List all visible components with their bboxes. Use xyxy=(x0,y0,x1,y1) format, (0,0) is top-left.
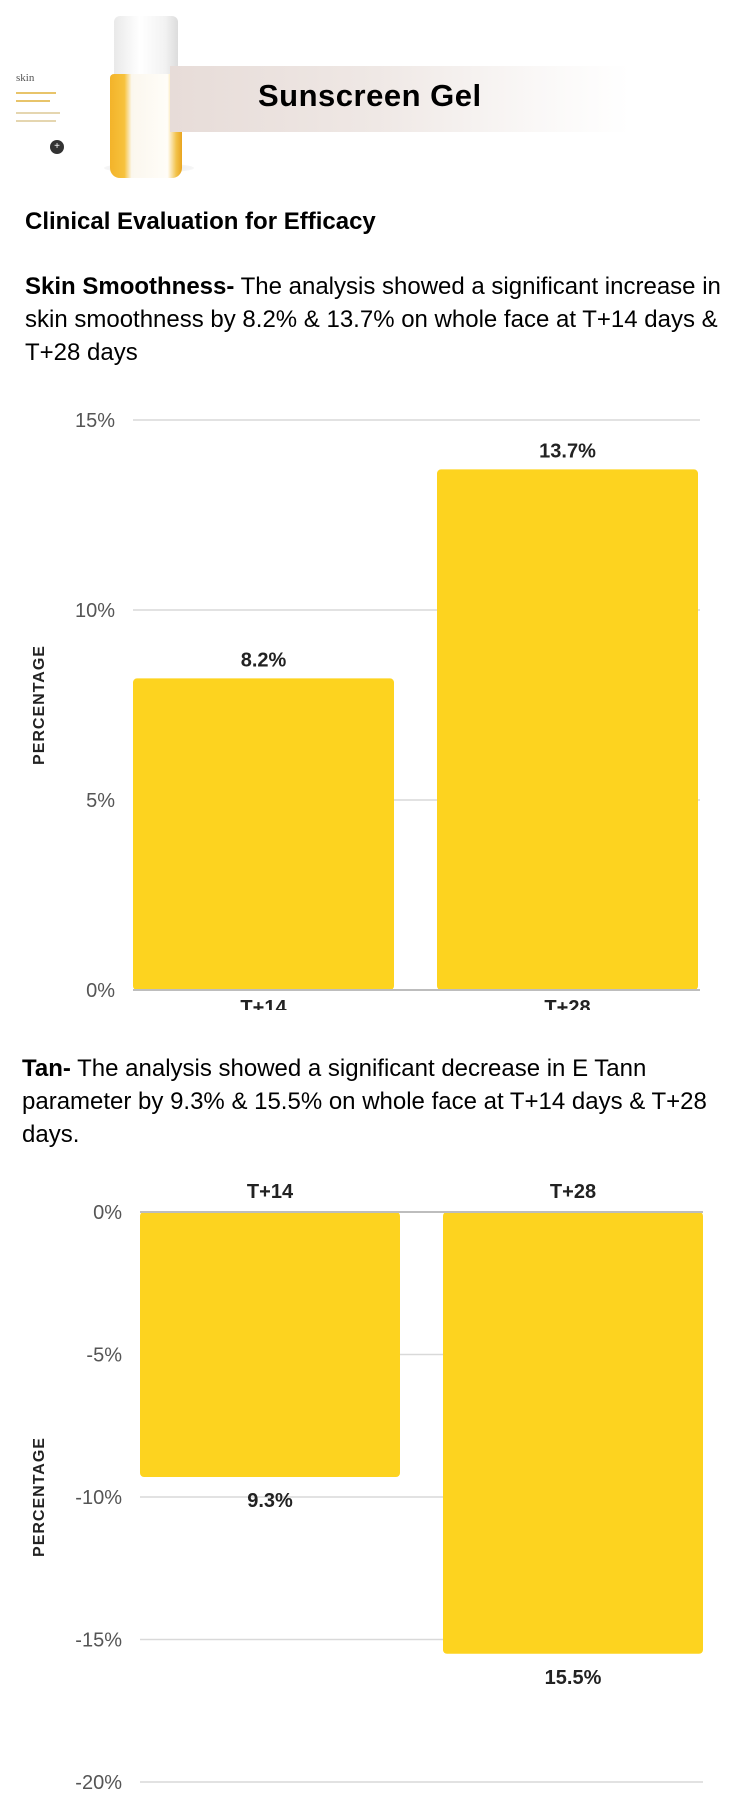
y-tick-label: -10% xyxy=(75,1487,122,1509)
smoothness-chart-svg: 15% 10% 5% 0% PERCENTAGE 8.2% T+14 13.7% T+28 xyxy=(31,410,700,1019)
title-banner xyxy=(170,66,630,132)
page-title: Sunscreen Gel xyxy=(258,78,482,113)
product-badge-icon: + xyxy=(50,140,64,154)
smoothness-chart: 15% 10% 5% 0% PERCENTAGE 8.2% T+14 13.7% T+28 xyxy=(0,390,750,1019)
bar-data-label: 9.3% xyxy=(247,1490,293,1512)
x-tick-label: T+28 xyxy=(550,1181,596,1203)
bar-data-label: 15.5% xyxy=(545,1667,602,1689)
product-label-line xyxy=(16,92,56,94)
product-cap xyxy=(114,16,178,78)
bar xyxy=(133,678,394,990)
y-tick-label: 0% xyxy=(93,1202,122,1224)
y-tick-label: -5% xyxy=(86,1345,122,1367)
y-tick-label: 5% xyxy=(86,790,115,812)
y-axis-label: PERCENTAGE xyxy=(31,645,48,765)
y-tick-label: 10% xyxy=(75,600,115,622)
tan-text: The analysis showed a significant decrea… xyxy=(22,1055,707,1148)
product-label-line xyxy=(16,120,56,122)
x-tick-label: T+28 xyxy=(544,997,590,1010)
bar xyxy=(443,1212,703,1654)
tan-paragraph: Tan- The analysis showed a significant d… xyxy=(22,1052,722,1151)
tan-chart-svg: 0% -5% -10% -15% -20% PERCENTAGE 9.3% T+14 15.5%… xyxy=(31,1181,703,1794)
tan-lead: Tan- xyxy=(22,1055,71,1082)
bar xyxy=(437,469,698,990)
product-brand-text: skin xyxy=(16,72,35,84)
y-tick-label: 0% xyxy=(86,980,115,1002)
y-tick-label: -20% xyxy=(75,1772,122,1794)
product-label-line xyxy=(16,112,60,114)
smoothness-paragraph: Skin Smoothness- The analysis showed a s… xyxy=(25,270,725,369)
smoothness-text: The analysis showed a significant increa… xyxy=(25,273,721,366)
x-tick-label: T+14 xyxy=(240,997,287,1010)
section-heading: Clinical Evaluation for Efficacy xyxy=(25,208,376,235)
bar-data-label: 8.2% xyxy=(241,649,287,671)
product-label-line xyxy=(16,100,50,102)
x-tick-label: T+14 xyxy=(247,1181,294,1203)
smoothness-lead: Skin Smoothness- xyxy=(25,273,235,300)
bar xyxy=(140,1212,400,1478)
y-tick-label: -15% xyxy=(75,1630,122,1652)
bar-data-label: 13.7% xyxy=(539,440,596,462)
y-tick-label: 15% xyxy=(75,410,115,432)
page-header: skin + Sunscreen Gel xyxy=(0,0,750,180)
tan-chart: 0% -5% -10% -15% -20% PERCENTAGE 9.3% T+14 15.5%… xyxy=(0,1160,750,1815)
y-axis-label: PERCENTAGE xyxy=(31,1437,48,1557)
